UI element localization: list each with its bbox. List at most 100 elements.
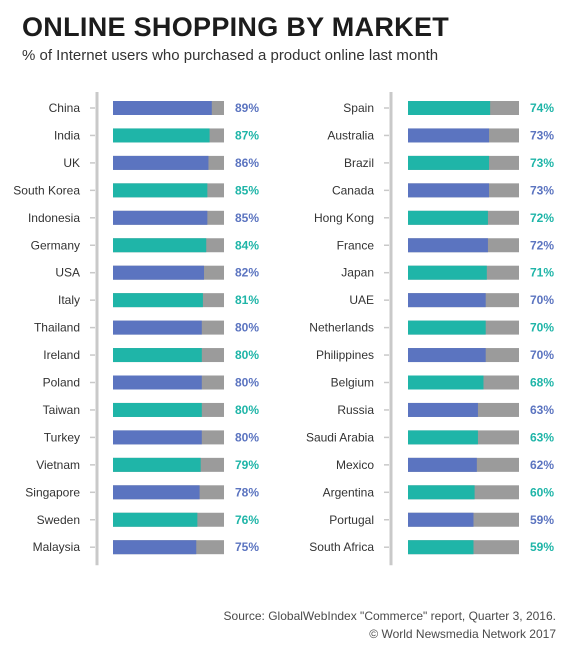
data-label: 70% bbox=[530, 348, 554, 362]
bar bbox=[408, 348, 486, 363]
category-label: Canada bbox=[332, 183, 374, 197]
bar bbox=[408, 485, 475, 500]
category-label: France bbox=[337, 238, 375, 252]
category-label: Russia bbox=[337, 403, 374, 417]
bar bbox=[113, 128, 210, 143]
data-label: 80% bbox=[235, 321, 259, 335]
data-label: 82% bbox=[235, 266, 259, 280]
category-label: Australia bbox=[327, 128, 374, 142]
data-label: 59% bbox=[530, 513, 554, 527]
category-label: UAE bbox=[349, 293, 374, 307]
data-label: 80% bbox=[235, 430, 259, 444]
bar bbox=[408, 238, 488, 253]
data-label: 84% bbox=[235, 238, 259, 252]
category-label: Turkey bbox=[44, 430, 80, 444]
data-label: 89% bbox=[235, 101, 259, 115]
bar bbox=[113, 265, 205, 280]
bar bbox=[408, 402, 478, 417]
category-label: Indonesia bbox=[28, 211, 80, 225]
category-label: Mexico bbox=[336, 458, 374, 472]
category-label: Taiwan bbox=[43, 403, 80, 417]
data-label: 63% bbox=[530, 430, 554, 444]
data-label: 80% bbox=[235, 348, 259, 362]
data-label: 86% bbox=[235, 156, 259, 170]
data-label: 71% bbox=[530, 266, 554, 280]
data-label: 80% bbox=[235, 403, 259, 417]
category-label: Brazil bbox=[344, 156, 374, 170]
bar bbox=[113, 375, 202, 390]
bar bbox=[408, 375, 484, 390]
bar bbox=[408, 155, 490, 170]
data-label: 72% bbox=[530, 211, 554, 225]
data-label: 73% bbox=[530, 128, 554, 142]
category-label: Spain bbox=[343, 101, 374, 115]
bar bbox=[113, 183, 208, 198]
bar bbox=[113, 101, 212, 115]
data-label: 60% bbox=[530, 485, 554, 499]
data-label: 87% bbox=[235, 128, 259, 142]
category-label: Thailand bbox=[34, 321, 80, 335]
category-label: South Africa bbox=[309, 540, 374, 554]
category-label: Philippines bbox=[316, 348, 374, 362]
category-label: Netherlands bbox=[309, 321, 374, 335]
bar bbox=[113, 293, 203, 308]
data-label: 85% bbox=[235, 183, 259, 197]
category-label: Malaysia bbox=[33, 540, 81, 554]
bar bbox=[408, 210, 488, 225]
bar bbox=[113, 457, 201, 472]
category-label: Belgium bbox=[331, 376, 374, 390]
category-label: Vietnam bbox=[36, 458, 80, 472]
category-label: Hong Kong bbox=[314, 211, 374, 225]
bar bbox=[113, 430, 202, 445]
data-label: 81% bbox=[235, 293, 259, 307]
bar bbox=[113, 320, 202, 335]
chart-title: ONLINE SHOPPING BY MARKET bbox=[22, 12, 450, 42]
data-label: 76% bbox=[235, 513, 259, 527]
bar bbox=[408, 320, 486, 335]
data-label: 62% bbox=[530, 458, 554, 472]
data-label: 78% bbox=[235, 485, 259, 499]
bar bbox=[408, 265, 487, 280]
bar bbox=[113, 512, 198, 527]
bar bbox=[408, 101, 491, 115]
bar bbox=[408, 512, 474, 527]
category-label: Italy bbox=[58, 293, 80, 307]
bar bbox=[113, 540, 197, 555]
category-label: Sweden bbox=[37, 513, 80, 527]
bar bbox=[113, 155, 209, 170]
bar bbox=[408, 430, 478, 445]
source-note: Source: GlobalWebIndex "Commerce" report… bbox=[223, 609, 556, 623]
category-label: China bbox=[49, 101, 81, 115]
data-label: 73% bbox=[530, 156, 554, 170]
category-label: Germany bbox=[31, 238, 80, 252]
data-label: 85% bbox=[235, 211, 259, 225]
bar bbox=[113, 402, 202, 417]
data-label: 80% bbox=[235, 376, 259, 390]
data-label: 70% bbox=[530, 321, 554, 335]
category-label: USA bbox=[55, 266, 80, 280]
category-label: Japan bbox=[341, 266, 374, 280]
category-label: Poland bbox=[43, 376, 80, 390]
chart-subtitle: % of Internet users who purchased a prod… bbox=[22, 47, 439, 64]
data-label: 70% bbox=[530, 293, 554, 307]
category-label: Portugal bbox=[329, 513, 374, 527]
bar bbox=[113, 210, 208, 225]
category-label: Singapore bbox=[25, 485, 80, 499]
category-label: Argentina bbox=[323, 485, 375, 499]
data-label: 63% bbox=[530, 403, 554, 417]
data-label: 75% bbox=[235, 540, 259, 554]
bar bbox=[408, 128, 490, 143]
data-label: 72% bbox=[530, 238, 554, 252]
category-label: India bbox=[54, 128, 80, 142]
bar-chart: China 89% India 87% UK 86% South Korea 85% Indon… bbox=[13, 92, 554, 566]
bar bbox=[408, 540, 474, 555]
bar bbox=[408, 183, 490, 198]
category-label: South Korea bbox=[13, 183, 80, 197]
data-label: 73% bbox=[530, 183, 554, 197]
bar bbox=[113, 348, 202, 363]
data-label: 79% bbox=[235, 458, 259, 472]
data-label: 68% bbox=[530, 376, 554, 390]
copyright-note: © World Newsmedia Network 2017 bbox=[369, 627, 556, 641]
category-label: UK bbox=[63, 156, 80, 170]
category-label: Ireland bbox=[43, 348, 80, 362]
